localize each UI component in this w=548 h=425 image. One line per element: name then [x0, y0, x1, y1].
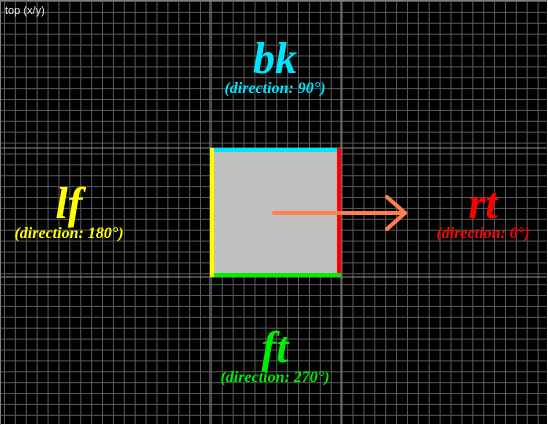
direction-angle-back: (direction: 90°)	[195, 81, 355, 97]
box-object[interactable]	[210, 148, 341, 277]
direction-label-front: ft	[225, 326, 325, 370]
arrow-head	[387, 197, 405, 229]
direction-angle-left: (direction: 180°)	[0, 226, 139, 242]
direction-label-left: lf	[19, 182, 119, 226]
box-edge-top	[210, 148, 341, 152]
box-edge-right	[337, 148, 341, 277]
direction-angle-front: (direction: 270°)	[195, 370, 355, 386]
direction-label-right: rt	[433, 182, 533, 226]
box-edge-bottom	[214, 273, 341, 277]
direction-angle-right: (direction: 0°)	[413, 226, 548, 242]
direction-label-back: bk	[225, 37, 325, 81]
box-edge-left	[210, 148, 214, 277]
viewport-label[interactable]: top (x/y)	[5, 5, 45, 17]
